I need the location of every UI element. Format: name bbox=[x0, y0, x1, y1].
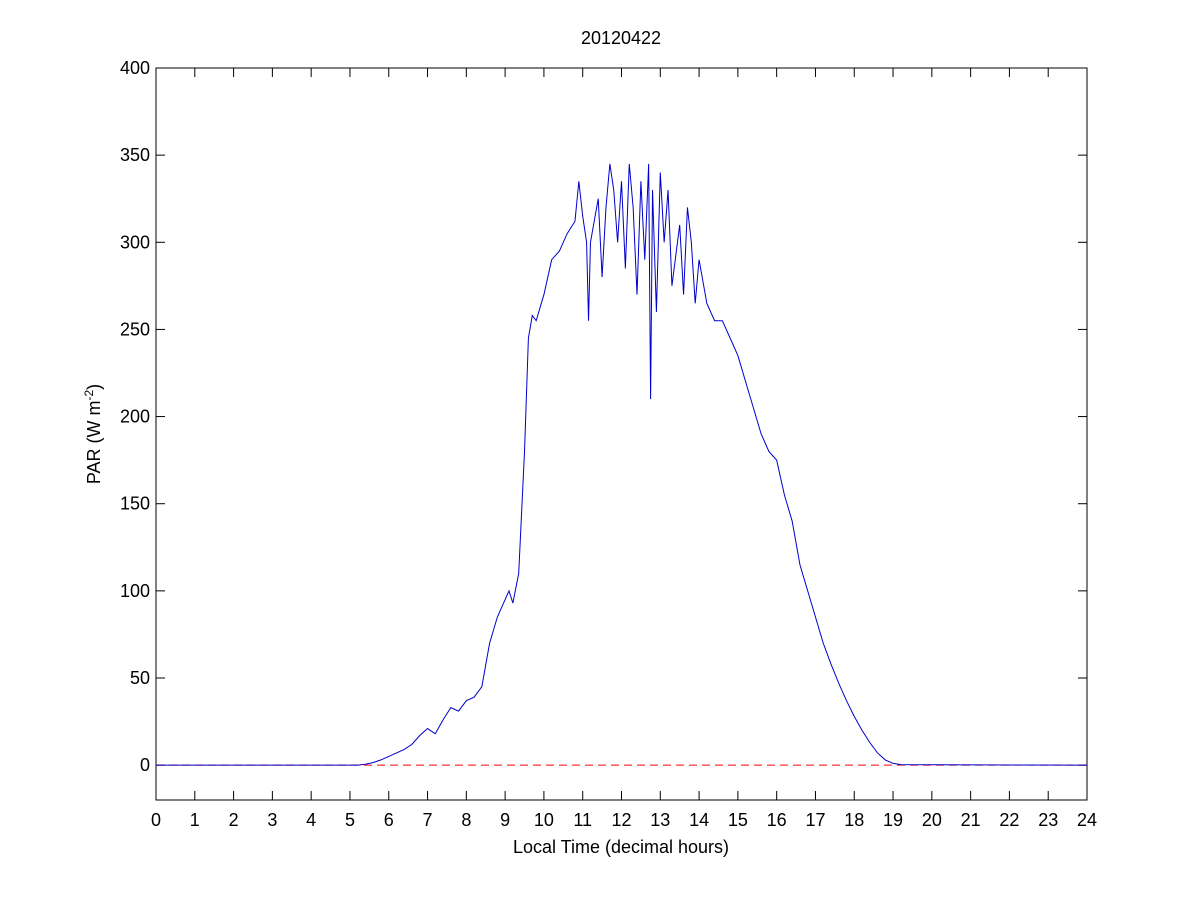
x-tick-label: 16 bbox=[767, 810, 787, 830]
x-tick-label: 17 bbox=[805, 810, 825, 830]
y-tick-label: 200 bbox=[120, 407, 150, 427]
x-tick-label: 22 bbox=[999, 810, 1019, 830]
y-tick-label: 50 bbox=[130, 668, 150, 688]
y-axis-label-sup: -2 bbox=[82, 390, 96, 401]
chart-title: 20120422 bbox=[581, 28, 661, 48]
x-tick-label: 0 bbox=[151, 810, 161, 830]
x-tick-label: 14 bbox=[689, 810, 709, 830]
x-tick-label: 11 bbox=[573, 810, 592, 830]
data-line bbox=[156, 163, 1088, 766]
x-tick-label: 7 bbox=[423, 810, 433, 830]
x-tick-label: 4 bbox=[306, 810, 316, 830]
x-tick-label: 1 bbox=[190, 810, 200, 830]
x-tick-label: 2 bbox=[229, 810, 239, 830]
x-tick-label: 3 bbox=[267, 810, 277, 830]
y-axis-label: PAR (W m-2) bbox=[82, 384, 104, 484]
x-axis-label: Local Time (decimal hours) bbox=[513, 837, 729, 857]
x-tick-label: 15 bbox=[728, 810, 748, 830]
x-tick-label: 24 bbox=[1077, 810, 1097, 830]
x-tick-label: 20 bbox=[922, 810, 942, 830]
y-tick-label: 100 bbox=[120, 581, 150, 601]
x-tick-label: 8 bbox=[461, 810, 471, 830]
y-axis-label-close: ) bbox=[84, 384, 104, 390]
x-tick-label: 12 bbox=[611, 810, 631, 830]
x-tick-label: 21 bbox=[961, 810, 981, 830]
plot-frame bbox=[155, 67, 1088, 801]
x-tick-label: 9 bbox=[500, 810, 510, 830]
y-axis-label-text: PAR (W m bbox=[84, 401, 104, 485]
x-tick-label: 19 bbox=[883, 810, 903, 830]
x-tick-label: 23 bbox=[1038, 810, 1058, 830]
x-tick-label: 18 bbox=[844, 810, 864, 830]
y-tick-label: 400 bbox=[120, 58, 150, 78]
x-tick-label: 13 bbox=[650, 810, 670, 830]
y-tick-label: 0 bbox=[140, 755, 150, 775]
x-tick-label: 10 bbox=[534, 810, 554, 830]
y-tick-label: 250 bbox=[120, 319, 150, 339]
x-tick-label: 5 bbox=[345, 810, 355, 830]
y-tick-label: 350 bbox=[120, 145, 150, 165]
y-tick-label: 300 bbox=[120, 232, 150, 252]
y-tick-label: 150 bbox=[120, 494, 150, 514]
x-tick-label: 6 bbox=[384, 810, 394, 830]
